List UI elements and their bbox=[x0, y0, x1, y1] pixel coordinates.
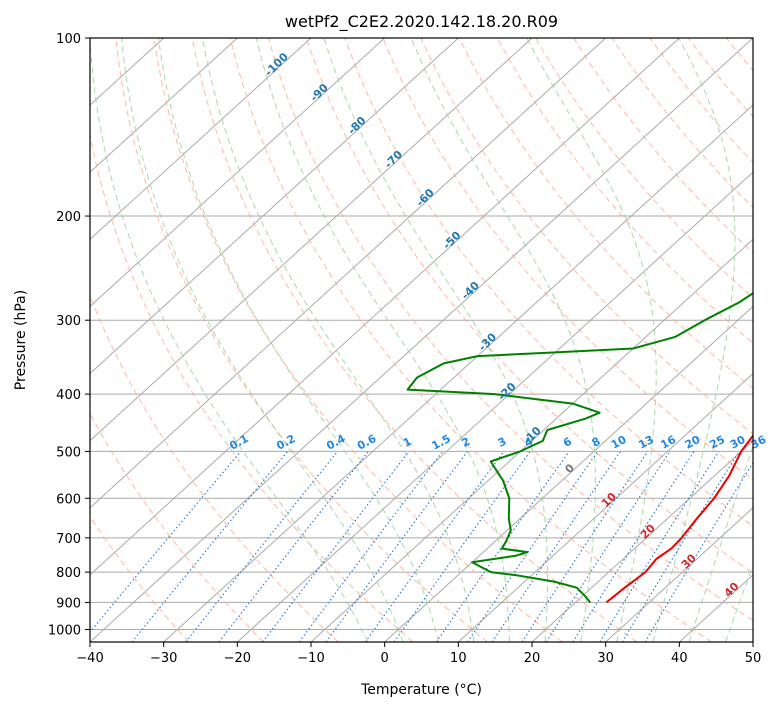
mixing-ratio-label: 13 bbox=[636, 433, 656, 452]
y-tick-label: 100 bbox=[56, 32, 81, 47]
x-tick-label: 30 bbox=[597, 651, 614, 666]
x-tick-label: −20 bbox=[224, 651, 251, 666]
y-tick-label: 400 bbox=[56, 388, 81, 403]
dry-adiabat bbox=[90, 132, 414, 642]
isotherm-line bbox=[236, 171, 753, 642]
isotherm-line bbox=[384, 305, 753, 642]
x-tick-label: −30 bbox=[150, 651, 177, 666]
mixing-ratio-label: 20 bbox=[683, 433, 703, 452]
mixing-ratio-line bbox=[435, 451, 570, 642]
isotherm-line bbox=[90, 38, 238, 173]
y-tick-label: 800 bbox=[56, 566, 81, 581]
mixing-ratio-line bbox=[491, 451, 621, 642]
plot-frame bbox=[89, 37, 754, 643]
y-tick-label: 500 bbox=[56, 445, 81, 460]
dry-adiabat bbox=[306, 38, 753, 574]
isotherm-line bbox=[90, 38, 533, 442]
dry-adiabat bbox=[153, 38, 563, 642]
x-tick-label: 10 bbox=[450, 651, 467, 666]
mixing-ratio-line bbox=[90, 451, 242, 633]
moist-adiabat bbox=[323, 38, 548, 642]
x-axis-title: Temperature (°C) bbox=[360, 682, 482, 698]
y-axis-title: Pressure (hPa) bbox=[13, 290, 29, 390]
dry-adiabat bbox=[344, 38, 753, 527]
chart-title: wetPf2_C2E2.2020.142.18.20.R09 bbox=[285, 12, 558, 32]
moist-adiabat bbox=[255, 38, 510, 642]
temperature-profile bbox=[605, 434, 753, 604]
isotherm-line bbox=[90, 38, 607, 509]
y-tick-label: 300 bbox=[56, 314, 81, 329]
y-tick-label: 700 bbox=[56, 532, 81, 547]
mixing-ratio-line bbox=[599, 451, 720, 642]
isotherm-line bbox=[163, 104, 753, 642]
moist-adiabat bbox=[652, 38, 736, 642]
mixing-ratio-line bbox=[467, 451, 599, 642]
dry-adiabat bbox=[268, 38, 753, 622]
mixing-ratio-line bbox=[393, 451, 531, 642]
isotherm-line bbox=[90, 38, 680, 576]
x-tick-label: −40 bbox=[76, 651, 103, 666]
isotherm-line bbox=[90, 38, 753, 642]
isotherm-line bbox=[90, 38, 312, 241]
y-tick-label: 1000 bbox=[48, 623, 81, 638]
dry-adiabat bbox=[229, 38, 712, 642]
background-grid bbox=[90, 38, 753, 642]
mixing-ratio-label: 30 bbox=[728, 433, 748, 452]
mixing-ratio-label: 16 bbox=[658, 433, 678, 452]
moist-adiabat bbox=[201, 38, 475, 642]
dry-adiabat bbox=[535, 38, 753, 299]
y-tick-label: 200 bbox=[56, 210, 81, 225]
mixing-ratio-line bbox=[325, 451, 468, 642]
isotherm-line bbox=[310, 238, 753, 642]
mixing-ratio-label: 25 bbox=[707, 433, 727, 452]
mixing-ratio-line bbox=[621, 451, 740, 642]
y-tick-label: 600 bbox=[56, 492, 81, 507]
isotherm-line bbox=[90, 38, 386, 308]
dry-adiabat bbox=[90, 412, 264, 642]
moist-adiabat bbox=[90, 38, 369, 642]
axes: −40 −30 −20 −10 0 10 20 30 40 50 100 200 300 400 500 60… bbox=[48, 32, 761, 666]
dry-adiabat bbox=[191, 38, 638, 642]
mixing-ratio-line bbox=[545, 451, 671, 642]
mixing-ratio-line bbox=[262, 451, 410, 642]
mixing-ratio-line bbox=[298, 451, 444, 642]
mixing-ratio-label: 36 bbox=[749, 433, 769, 452]
mixing-ratio-label: 10 bbox=[609, 433, 629, 452]
profile-lines bbox=[406, 292, 753, 604]
dry-adiabat bbox=[115, 38, 488, 642]
mixing-ratio-line bbox=[131, 451, 289, 642]
mixing-ratio-line bbox=[364, 451, 505, 642]
isotherm-line bbox=[605, 507, 753, 642]
dry-adiabat bbox=[90, 515, 190, 642]
moist-adiabat bbox=[725, 563, 753, 642]
isotherm-line bbox=[90, 38, 459, 375]
moist-adiabat bbox=[121, 38, 404, 642]
x-tick-label: 0 bbox=[381, 651, 389, 666]
x-tick-label: 20 bbox=[524, 651, 541, 666]
mixing-ratio-line bbox=[521, 451, 649, 642]
mixing-ratio-line bbox=[185, 451, 339, 642]
isotherm-line bbox=[531, 439, 753, 642]
moist-adiabat bbox=[410, 38, 596, 642]
x-tick-label: 40 bbox=[671, 651, 688, 666]
moist-adiabat bbox=[688, 444, 753, 642]
x-tick-label: 50 bbox=[745, 651, 762, 666]
dewpoint-profile bbox=[406, 292, 753, 604]
y-tick-label: 900 bbox=[56, 596, 81, 611]
moist-adiabat bbox=[158, 38, 439, 642]
x-tick-label: −10 bbox=[297, 651, 324, 666]
isotherm-line bbox=[457, 372, 753, 642]
